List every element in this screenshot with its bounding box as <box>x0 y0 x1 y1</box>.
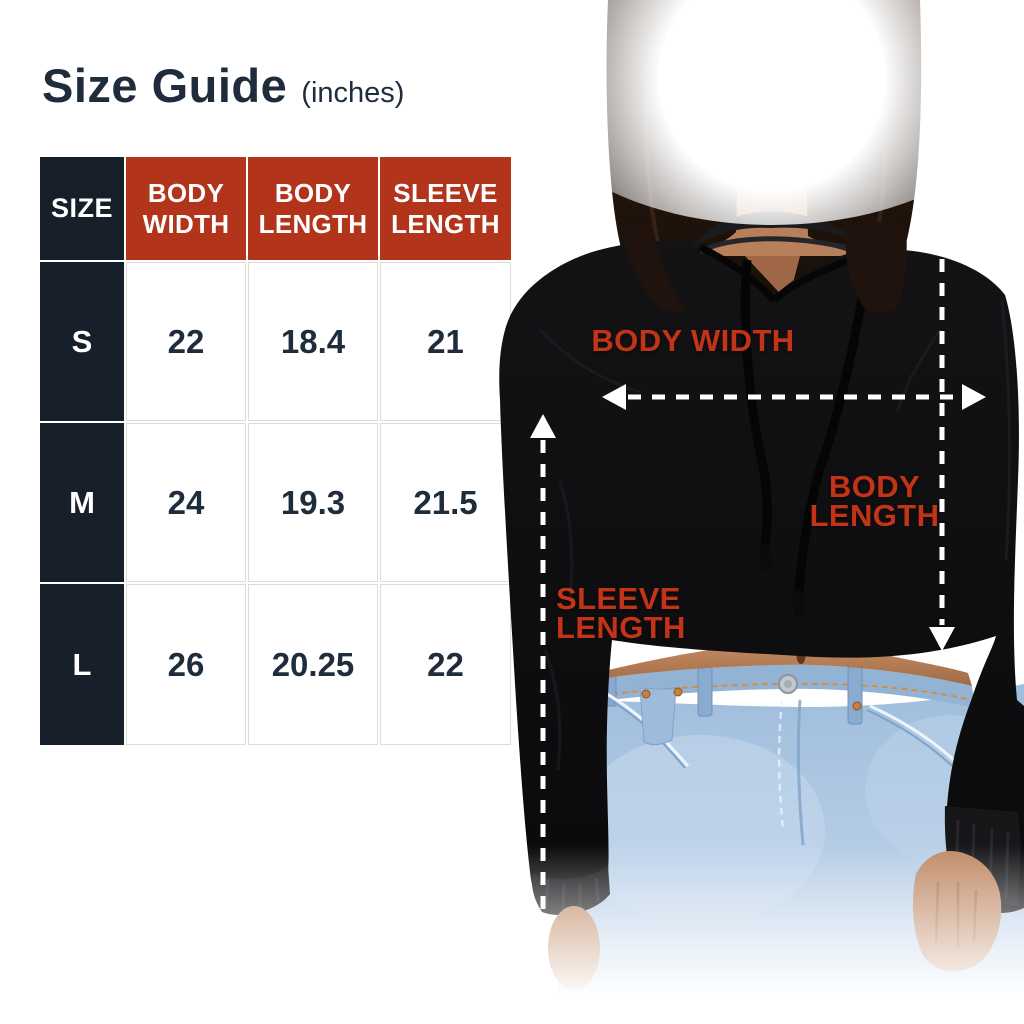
cell-l-body-width: 26 <box>126 584 246 745</box>
cell-s-body-length: 18.4 <box>248 262 378 421</box>
cell-m-body-width: 24 <box>126 423 246 582</box>
cell-s-sleeve-length: 21 <box>380 262 511 421</box>
cell-m-sleeve-length: 21.5 <box>380 423 511 582</box>
page-title: Size Guide (inches) <box>42 58 404 113</box>
column-header-sleeve-length: SLEEVE LENGTH <box>380 157 511 260</box>
size-table: SIZE BODY WIDTH BODY LENGTH SLEEVE LENGT… <box>40 157 511 745</box>
cell-l-sleeve-length: 22 <box>380 584 511 745</box>
body-width-arrowhead-right <box>962 384 986 410</box>
body-width-label: BODY WIDTH <box>591 323 795 358</box>
cell-l-body-length: 20.25 <box>248 584 378 745</box>
sleeve-length-arrowhead-top <box>530 414 556 438</box>
cell-s-body-width: 22 <box>126 262 246 421</box>
title-text: Size Guide <box>42 59 288 112</box>
sleeve-length-arrowhead-bottom <box>530 916 556 940</box>
body-length-arrowhead-bottom <box>929 627 955 651</box>
row-label-s: S <box>40 262 124 421</box>
bottom-fade <box>480 840 1024 1005</box>
body-width-arrowhead-left <box>602 384 626 410</box>
column-header-body-length: BODY LENGTH <box>248 157 378 260</box>
title-unit: (inches) <box>301 77 405 109</box>
column-header-size: SIZE <box>40 157 124 260</box>
row-label-m: M <box>40 423 124 582</box>
cell-m-body-length: 19.3 <box>248 423 378 582</box>
row-label-l: L <box>40 584 124 745</box>
top-glow <box>517 0 1024 225</box>
drawstrings <box>740 259 873 619</box>
column-header-body-width: BODY WIDTH <box>126 157 246 260</box>
body-length-arrowhead-top <box>929 209 955 233</box>
sleeve-length-label: SLEEVE LENGTH <box>556 581 686 645</box>
hair-front-strands <box>622 222 907 314</box>
body-length-label: BODY LENGTH <box>809 469 940 533</box>
